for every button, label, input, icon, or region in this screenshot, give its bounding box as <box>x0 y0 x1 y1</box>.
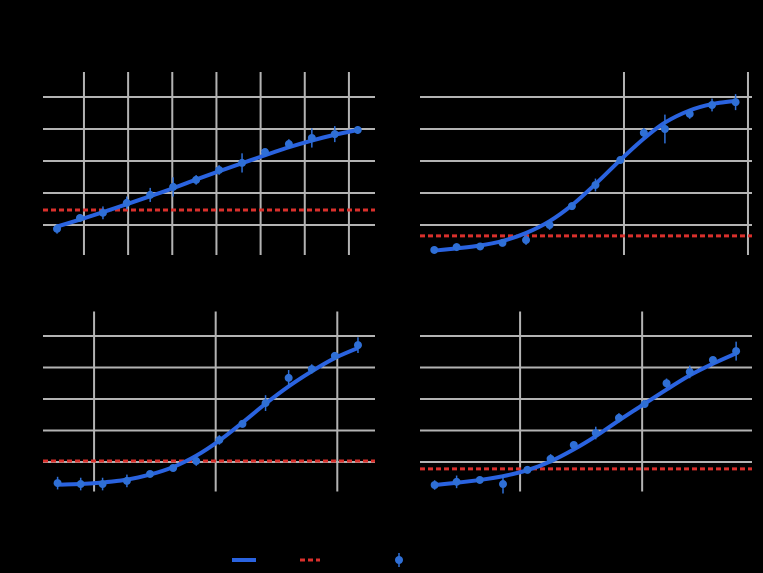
data-point <box>146 190 155 199</box>
panel <box>420 72 752 255</box>
data-point <box>215 165 224 174</box>
data-point <box>238 419 247 428</box>
data-point <box>330 130 339 139</box>
data-point <box>452 477 461 486</box>
data-point <box>122 198 131 207</box>
fit-curve <box>434 98 736 253</box>
data-point <box>731 98 740 107</box>
data-point <box>660 125 669 133</box>
data-point <box>430 480 439 489</box>
data-point <box>475 475 484 484</box>
panel <box>43 311 375 492</box>
data-point <box>523 465 532 474</box>
data-point <box>591 429 600 438</box>
data-point <box>732 347 741 356</box>
data-point <box>614 413 623 422</box>
data-point <box>569 440 578 449</box>
data-point <box>708 355 717 364</box>
data-point <box>545 221 554 229</box>
data-point <box>685 367 694 376</box>
data-point <box>238 158 247 167</box>
panel <box>420 311 752 494</box>
data-point <box>307 133 316 142</box>
data-point <box>53 479 62 488</box>
data-point <box>215 435 224 444</box>
data-point <box>122 476 131 485</box>
data-point <box>146 469 155 478</box>
data-point <box>169 463 178 472</box>
data-point <box>284 373 293 382</box>
data-point <box>98 480 107 489</box>
data-point <box>685 109 694 118</box>
data-point <box>169 182 178 191</box>
data-point <box>476 242 485 251</box>
data-point <box>546 454 555 463</box>
data-point <box>353 125 362 134</box>
data-point <box>353 341 362 350</box>
data-point <box>616 156 625 165</box>
panel <box>43 72 375 255</box>
data-point <box>76 480 85 489</box>
data-point <box>430 245 439 254</box>
data-point <box>662 379 671 388</box>
data-point <box>330 351 339 360</box>
data-point <box>499 480 507 489</box>
data-point <box>192 175 201 184</box>
data-point <box>708 101 717 109</box>
data-point <box>567 202 576 211</box>
legend <box>232 553 403 567</box>
data-point <box>192 457 201 466</box>
data-point <box>452 243 461 252</box>
data-point <box>261 148 270 157</box>
data-point <box>75 213 84 222</box>
data-point <box>591 181 600 189</box>
data-point <box>498 238 507 247</box>
data-point <box>53 224 62 233</box>
data-point <box>522 236 531 245</box>
legend-point <box>395 556 403 564</box>
data-point <box>261 399 270 408</box>
data-point <box>640 400 649 409</box>
data-point <box>284 140 293 149</box>
data-point <box>639 128 648 137</box>
data-point <box>98 208 107 217</box>
data-point <box>307 365 316 374</box>
